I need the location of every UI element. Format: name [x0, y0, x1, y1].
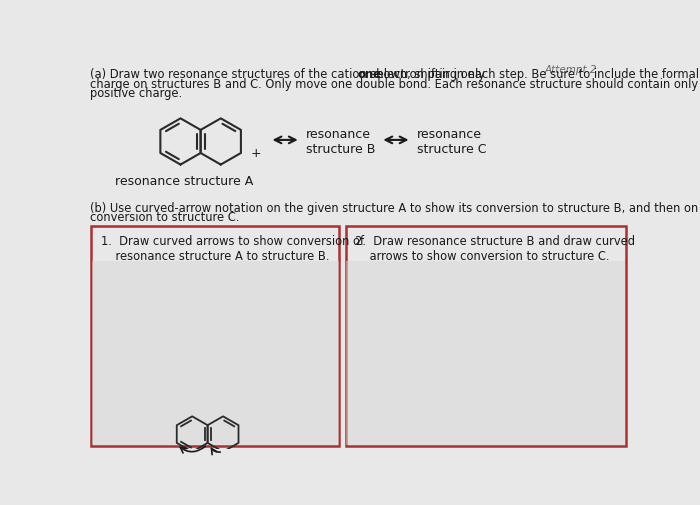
Text: electron pair in each step. Be sure to include the formal: electron pair in each step. Be sure to i…	[374, 68, 699, 81]
Text: resonance
structure C: resonance structure C	[417, 128, 486, 156]
Text: charge on structures B and C. Only move one double bond. Each resonance structur: charge on structures B and C. Only move …	[90, 78, 700, 90]
Text: one: one	[358, 68, 382, 81]
Text: conversion to structure C.: conversion to structure C.	[90, 211, 239, 224]
Bar	[92, 261, 339, 445]
Text: positive charge.: positive charge.	[90, 87, 182, 100]
Text: resonance structure A: resonance structure A	[115, 175, 253, 187]
Text: +: +	[251, 147, 261, 160]
Text: Attempt 2: Attempt 2	[545, 65, 598, 75]
Bar	[346, 261, 625, 445]
Text: 1.  Draw curved arrows to show conversion of
    resonance structure A to struct: 1. Draw curved arrows to show conversion…	[101, 235, 364, 264]
Text: (a) Draw two resonance structures of the cation shown, shifting only: (a) Draw two resonance structures of the…	[90, 68, 489, 81]
Bar	[346, 226, 626, 445]
Text: (b) Use curved-arrow notation on the given structure A to show its conversion to: (b) Use curved-arrow notation on the giv…	[90, 201, 700, 215]
Text: 2.  Draw resonance structure B and draw curved
    arrows to show conversion to : 2. Draw resonance structure B and draw c…	[355, 235, 635, 264]
Bar	[92, 226, 340, 445]
Text: resonance
structure B: resonance structure B	[306, 128, 375, 156]
